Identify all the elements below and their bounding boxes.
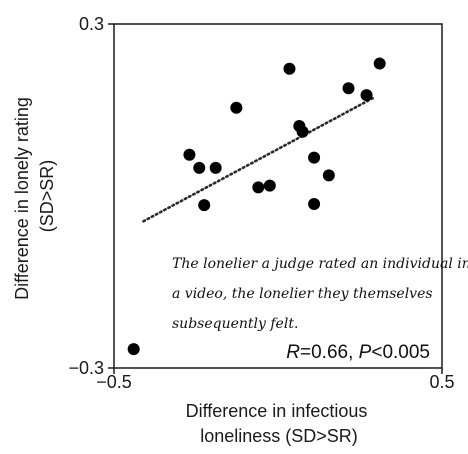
plot-frame bbox=[113, 23, 443, 369]
x-axis-title-line-1: Difference in infectious bbox=[186, 401, 368, 421]
y-tick-label: 0.3 bbox=[79, 14, 104, 34]
trend-line bbox=[142, 96, 375, 223]
y-axis-title-line-2: (SD>SR) bbox=[37, 160, 57, 233]
x-axis-ticks: −0.5 0.5 bbox=[96, 368, 455, 392]
y-axis-title-line-1: Difference in lonely rating bbox=[12, 97, 32, 300]
data-point bbox=[198, 199, 211, 212]
y-tick-label: −0.3 bbox=[68, 358, 104, 378]
data-point bbox=[283, 62, 296, 75]
data-point bbox=[263, 179, 276, 192]
x-tick-label: 0.5 bbox=[429, 372, 454, 392]
data-point bbox=[209, 161, 222, 174]
annotation-line-1: The lonelier a judge rated an individual… bbox=[172, 256, 468, 272]
data-point bbox=[252, 181, 265, 194]
x-axis-title: Difference in infectious loneliness (SD>… bbox=[186, 401, 373, 446]
x-axis-title-line-2: loneliness (SD>SR) bbox=[200, 426, 358, 446]
data-point bbox=[322, 169, 335, 182]
p-symbol: P bbox=[359, 342, 372, 363]
data-point bbox=[360, 89, 373, 102]
y-axis-title: Difference in lonely rating (SD>SR) bbox=[12, 92, 57, 300]
r-value: =0.66, bbox=[300, 342, 359, 363]
data-point bbox=[296, 125, 309, 138]
y-axis-ticks: 0.3 −0.3 bbox=[68, 14, 114, 378]
data-point bbox=[308, 151, 321, 164]
data-point bbox=[308, 198, 321, 211]
r-symbol: R bbox=[286, 342, 300, 363]
data-point bbox=[127, 343, 140, 356]
correlation-stat: R=0.66, P<0.005 bbox=[286, 342, 430, 363]
data-point bbox=[373, 57, 386, 70]
data-point bbox=[193, 161, 206, 174]
data-points bbox=[127, 57, 386, 356]
data-point bbox=[342, 82, 355, 95]
data-point bbox=[183, 148, 196, 161]
x-tick-label: −0.5 bbox=[96, 372, 132, 392]
annotation-line-2: a video, the lonelier they themselves bbox=[172, 286, 433, 302]
annotation-text: The lonelier a judge rated an individual… bbox=[172, 256, 468, 332]
annotation-line-3: subsequently felt. bbox=[172, 316, 298, 332]
p-value: <0.005 bbox=[371, 342, 430, 363]
data-point bbox=[230, 101, 243, 114]
